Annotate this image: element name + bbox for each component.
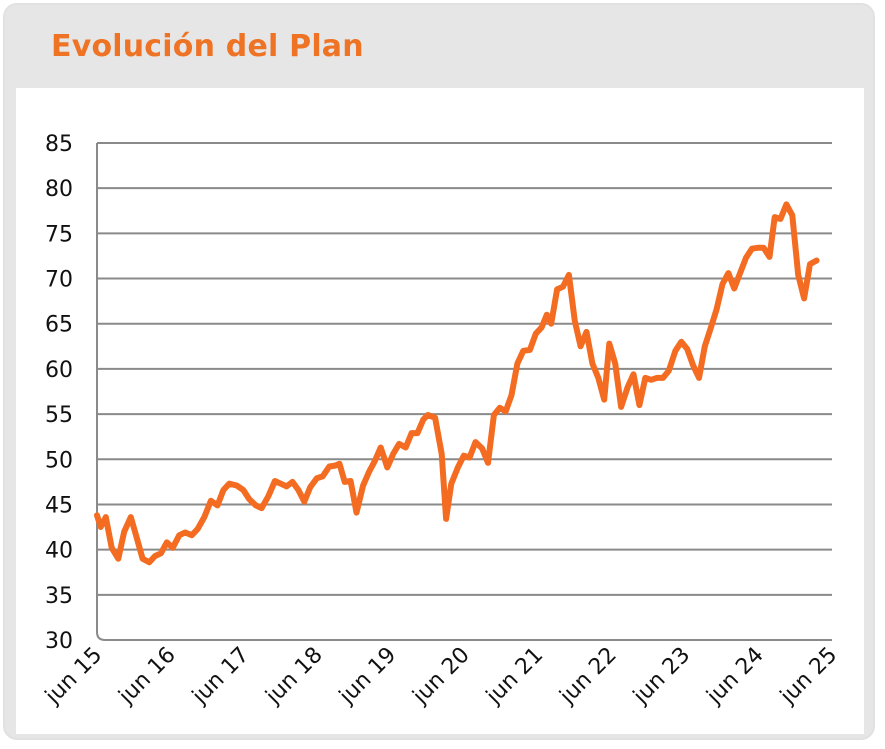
chart-card: Evolución del Plan — [3, 3, 875, 740]
y-tick-label: 80 — [45, 177, 73, 202]
y-tick-label: 55 — [45, 403, 73, 428]
plot-panel — [16, 88, 864, 734]
y-tick-label: 65 — [45, 313, 73, 338]
x-tick-label: jun 17 — [187, 643, 254, 710]
x-tick-label: jun 20 — [408, 643, 475, 710]
y-tick-label: 85 — [45, 132, 73, 157]
x-tick-label: jun 24 — [702, 643, 769, 710]
chart-title: Evolución del Plan — [51, 29, 364, 64]
y-tick-label: 45 — [45, 493, 73, 518]
x-tick-label: jun 23 — [628, 643, 695, 710]
y-tick-label: 30 — [45, 629, 73, 654]
axis-frame — [96, 143, 832, 641]
y-tick-label: 35 — [45, 584, 73, 609]
series-line — [94, 201, 820, 566]
y-tick-label: 70 — [45, 268, 73, 293]
y-tick-label: 50 — [45, 448, 73, 473]
y-tick-label: 75 — [45, 222, 73, 247]
y-tick-label: 40 — [45, 539, 73, 564]
x-tick-label: jun 21 — [481, 643, 548, 710]
x-tick-label: jun 16 — [114, 643, 181, 710]
x-tick-label: jun 22 — [555, 643, 622, 710]
x-tick-label: jun 25 — [775, 643, 842, 710]
y-tick-label: 60 — [45, 358, 73, 383]
x-tick-label: jun 18 — [261, 643, 328, 710]
x-tick-label: jun 19 — [334, 643, 401, 710]
